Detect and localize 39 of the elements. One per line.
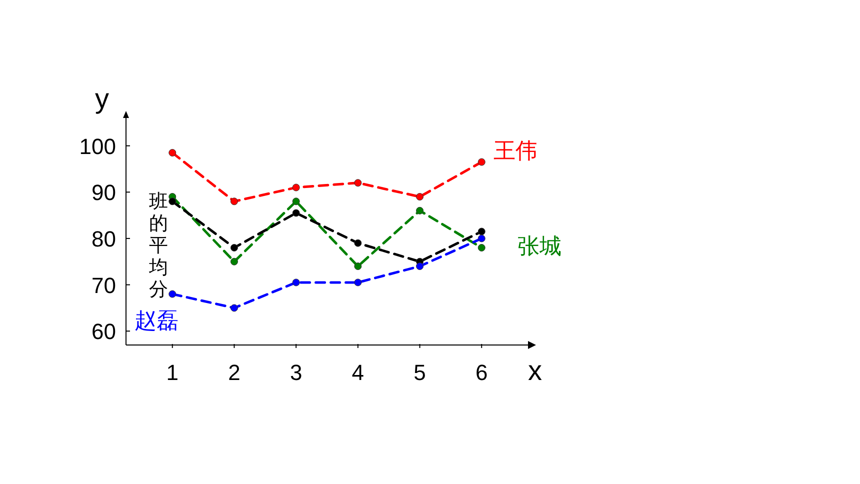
point (230, 304, 238, 312)
series-label: 班的平均分 (148, 191, 168, 300)
point (416, 206, 424, 214)
point (292, 198, 300, 206)
point (292, 278, 300, 286)
x-tick-label: 5 (414, 360, 426, 385)
x-tick-label: 6 (475, 360, 488, 385)
point (478, 228, 486, 236)
point (478, 158, 486, 166)
x-tick-label: 2 (228, 360, 240, 385)
point (416, 193, 424, 201)
y-tick-label: 70 (92, 272, 116, 298)
point (168, 198, 176, 206)
point (292, 184, 300, 192)
y-tick-label: 90 (92, 180, 116, 206)
point (292, 209, 300, 217)
point (416, 262, 424, 270)
y-tick-label: 80 (92, 226, 116, 252)
point (168, 290, 176, 298)
point (354, 179, 362, 187)
y-tick-label: 100 (79, 134, 116, 159)
point (354, 239, 362, 247)
x-axis-title: x (528, 355, 542, 386)
point (354, 278, 362, 286)
x-tick-label: 4 (352, 360, 364, 385)
series-label: 赵磊 (134, 308, 178, 334)
point (230, 198, 238, 206)
series-label: 王伟 (494, 138, 538, 164)
y-tick-label: 60 (92, 319, 116, 344)
y-axis-title: y (95, 83, 109, 114)
point (354, 262, 362, 270)
point (230, 258, 238, 266)
x-tick-label: 1 (166, 360, 179, 385)
point (230, 244, 238, 252)
point (168, 148, 176, 156)
point (478, 234, 486, 242)
series-label: 张城 (518, 234, 562, 259)
point (478, 244, 486, 252)
x-tick-label: 3 (290, 360, 302, 385)
